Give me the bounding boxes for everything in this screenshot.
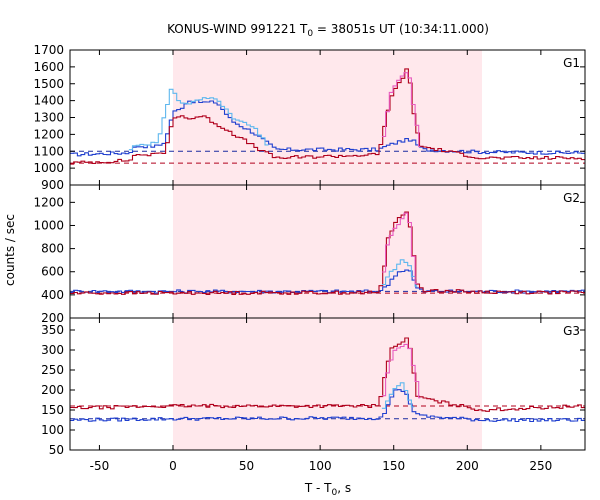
- series-light_blue: [381, 259, 418, 287]
- y-tick-label: 1300: [33, 111, 64, 125]
- y-tick-label: 200: [41, 311, 64, 325]
- highlight-band: [173, 50, 482, 185]
- y-tick-label: 400: [41, 288, 64, 302]
- highlight-band: [173, 185, 482, 318]
- series-light_blue: [128, 88, 269, 151]
- x-tick-label: 200: [456, 459, 479, 473]
- y-tick-label: 350: [41, 323, 64, 337]
- panel-g2: 200 400 600 800 1000 1200 G2: [33, 184, 586, 325]
- panel-label: G3: [563, 324, 580, 338]
- chart-title-main: KONUS-WIND 991221 T: [167, 22, 308, 36]
- chart-title-rest: = 38051s UT (10:34:11.000): [313, 22, 489, 36]
- x-tick-label: 150: [382, 459, 405, 473]
- y-tick-label: 600: [41, 265, 64, 279]
- series-dark_red: [70, 211, 585, 295]
- y-tick-label: 150: [41, 403, 64, 417]
- y-tick-label: 200: [41, 383, 64, 397]
- y-tick-label: 1600: [33, 60, 64, 74]
- panel-frame: [69, 317, 586, 451]
- x-axis-tick-labels: -50 0 50 100 150 200 250: [90, 459, 553, 473]
- series-dark_red: [70, 68, 585, 165]
- y-tick-label: 1400: [33, 94, 64, 108]
- y-tick-label: 300: [41, 343, 64, 357]
- x-axis-label-sub: 0: [332, 488, 338, 498]
- x-tick-label: 100: [309, 459, 332, 473]
- y-tick-label: 1000: [33, 218, 64, 232]
- series-dark_red: [70, 337, 585, 412]
- series-blue: [70, 389, 585, 423]
- y-tick-label: 1700: [33, 43, 64, 57]
- y-tick-label: 900: [41, 178, 64, 192]
- series-pink: [381, 72, 421, 148]
- x-axis-label-main: T - T: [304, 481, 332, 495]
- chart-title: KONUS-WIND 991221 T0 = 38051s UT (10:34:…: [167, 22, 489, 39]
- highlight-band: [173, 318, 482, 450]
- panels-group: 900 1000 1100 1200 1300 1400 1500 1600 1700 G1 200…: [33, 43, 586, 457]
- y-tick-label: 1000: [33, 161, 64, 175]
- y-tick-label: 1500: [33, 77, 64, 91]
- series-blue: [70, 269, 585, 294]
- panel-g3: 50 100 150 200 250 300 350 G3: [41, 317, 586, 457]
- panel-label: G1: [563, 56, 580, 70]
- y-axis-label: counts / sec: [3, 214, 17, 286]
- series-blue: [70, 99, 585, 157]
- y-tick-label: 250: [41, 363, 64, 377]
- series-pink: [381, 212, 418, 285]
- x-tick-label: 50: [239, 459, 254, 473]
- y-tick-label: 1100: [33, 144, 64, 158]
- x-tick-label: 0: [169, 459, 177, 473]
- chart-title-sub: 0: [307, 29, 313, 39]
- y-tick-label: 800: [41, 242, 64, 256]
- series-pink: [381, 343, 421, 399]
- x-axis-label: T - T0, s: [304, 481, 351, 498]
- y-tick-label: 1200: [33, 127, 64, 141]
- panel-g1: 900 1000 1100 1200 1300 1400 1500 1600 1700 G1: [33, 43, 586, 192]
- y-tick-label: 100: [41, 423, 64, 437]
- x-tick-label: 250: [529, 459, 552, 473]
- x-tick-label: -50: [90, 459, 110, 473]
- y-tick-label: 1200: [33, 195, 64, 209]
- y-tick-label: 50: [49, 443, 64, 457]
- x-axis-label-rest: , s: [337, 481, 351, 495]
- series-light_blue: [381, 382, 415, 409]
- panel-label: G2: [563, 191, 580, 205]
